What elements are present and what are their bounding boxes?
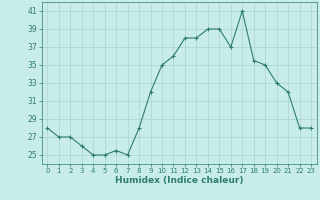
X-axis label: Humidex (Indice chaleur): Humidex (Indice chaleur) [115,176,244,185]
